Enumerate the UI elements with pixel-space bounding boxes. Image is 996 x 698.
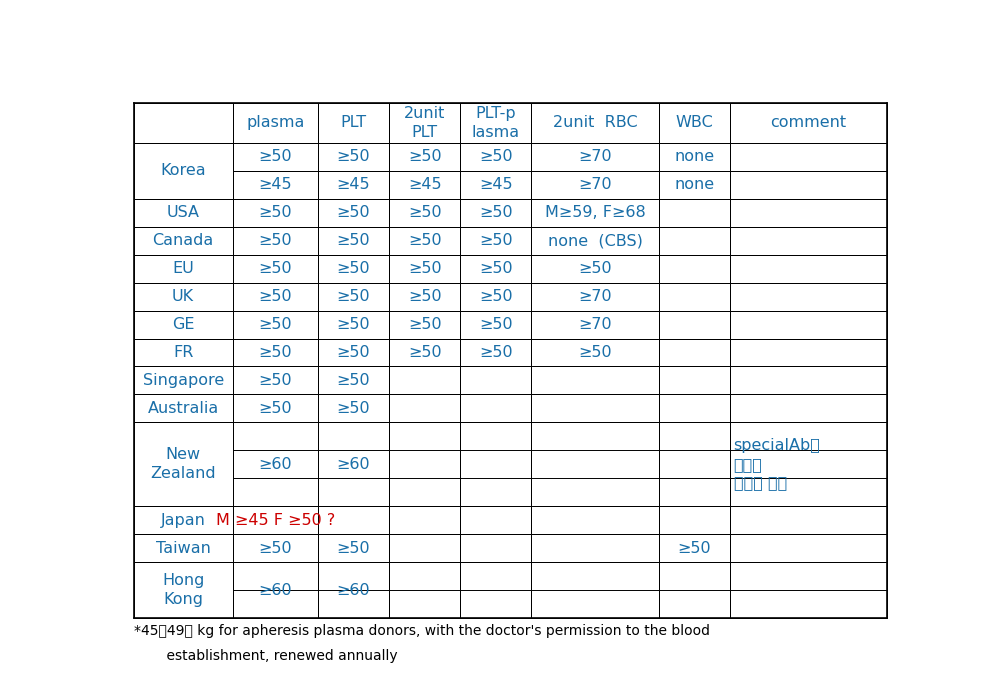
Text: ≥70: ≥70 xyxy=(579,317,612,332)
Text: ≥50: ≥50 xyxy=(407,233,441,248)
Text: M ≥45 F ≥50 ?: M ≥45 F ≥50 ? xyxy=(215,512,335,528)
Text: ≥70: ≥70 xyxy=(579,149,612,164)
Text: ≥70: ≥70 xyxy=(579,177,612,193)
Text: ≥50: ≥50 xyxy=(337,289,371,304)
Text: ≥50: ≥50 xyxy=(337,373,371,388)
Text: ≥50: ≥50 xyxy=(337,205,371,221)
Text: ≥70: ≥70 xyxy=(579,289,612,304)
Text: ≥50: ≥50 xyxy=(479,205,513,221)
Text: USA: USA xyxy=(166,205,199,221)
Text: ≥50: ≥50 xyxy=(407,149,441,164)
Text: ≥50: ≥50 xyxy=(337,317,371,332)
Text: ≥50: ≥50 xyxy=(258,261,292,276)
Text: ≥60: ≥60 xyxy=(337,456,371,472)
Text: ≥50: ≥50 xyxy=(258,289,292,304)
Text: ≥50: ≥50 xyxy=(337,261,371,276)
Text: ≥50: ≥50 xyxy=(479,289,513,304)
Text: ≥50: ≥50 xyxy=(258,233,292,248)
Text: ≥50: ≥50 xyxy=(479,345,513,360)
Text: ≥50: ≥50 xyxy=(677,541,711,556)
Text: ≥45: ≥45 xyxy=(258,177,292,193)
Text: 2unit  RBC: 2unit RBC xyxy=(553,115,637,131)
Text: none  (CBS): none (CBS) xyxy=(548,233,642,248)
Text: ≥45: ≥45 xyxy=(479,177,513,193)
Text: PLT-p
lasma: PLT-p lasma xyxy=(472,106,520,140)
Text: ≥50: ≥50 xyxy=(579,261,612,276)
Text: Australia: Australia xyxy=(147,401,219,416)
Text: ≥50: ≥50 xyxy=(407,317,441,332)
Text: WBC: WBC xyxy=(675,115,713,131)
Text: ≥50: ≥50 xyxy=(407,205,441,221)
Text: ≥50: ≥50 xyxy=(407,261,441,276)
Text: Japan: Japan xyxy=(160,512,205,528)
Text: ≥50: ≥50 xyxy=(479,317,513,332)
Text: M≥59, F≥68: M≥59, F≥68 xyxy=(545,205,645,221)
Text: ≥50: ≥50 xyxy=(258,373,292,388)
Text: 2unit
PLT: 2unit PLT xyxy=(404,106,445,140)
Text: ≥50: ≥50 xyxy=(579,345,612,360)
Text: Singapore: Singapore xyxy=(142,373,224,388)
Text: establishment, renewed annually: establishment, renewed annually xyxy=(149,648,397,662)
Text: EU: EU xyxy=(172,261,194,276)
Text: plasma: plasma xyxy=(246,115,305,131)
Text: UK: UK xyxy=(172,289,194,304)
Text: Hong
Kong: Hong Kong xyxy=(162,573,204,607)
Text: none: none xyxy=(674,177,714,193)
Text: ≥45: ≥45 xyxy=(407,177,441,193)
Text: GE: GE xyxy=(172,317,194,332)
Text: ≥50: ≥50 xyxy=(258,205,292,221)
Text: *45－49　 kg for apheresis plasma donors, with the doctor's permission to the bloo: *45－49 kg for apheresis plasma donors, w… xyxy=(133,625,710,639)
Text: ≥50: ≥50 xyxy=(258,149,292,164)
Text: New
Zealand: New Zealand xyxy=(150,447,216,481)
Text: ≥50: ≥50 xyxy=(258,541,292,556)
Text: comment: comment xyxy=(770,115,847,131)
Text: ≥50: ≥50 xyxy=(479,261,513,276)
Text: ≥50: ≥50 xyxy=(479,149,513,164)
Text: ≥50: ≥50 xyxy=(337,149,371,164)
Text: PLT: PLT xyxy=(341,115,367,131)
Text: ≥50: ≥50 xyxy=(258,401,292,416)
Text: ≥50: ≥50 xyxy=(407,345,441,360)
Text: ≥50: ≥50 xyxy=(337,541,371,556)
Text: ≥50: ≥50 xyxy=(337,401,371,416)
Text: ≥50: ≥50 xyxy=(258,345,292,360)
Text: ≥50: ≥50 xyxy=(337,233,371,248)
Text: none: none xyxy=(674,149,714,164)
Text: Canada: Canada xyxy=(152,233,214,248)
Text: ≥45: ≥45 xyxy=(337,177,371,193)
Text: ≥50: ≥50 xyxy=(337,345,371,360)
Text: ≥50: ≥50 xyxy=(258,317,292,332)
Text: ≥50: ≥50 xyxy=(479,233,513,248)
Text: ≥60: ≥60 xyxy=(258,456,292,472)
Text: ≥60: ≥60 xyxy=(337,583,371,597)
Text: Taiwan: Taiwan xyxy=(155,541,210,556)
Text: FR: FR xyxy=(173,345,193,360)
Text: ≥60: ≥60 xyxy=(258,583,292,597)
Text: Korea: Korea xyxy=(160,163,206,178)
Text: ≥50: ≥50 xyxy=(407,289,441,304)
Text: specialAb가
필요한
경우는 에외: specialAb가 필요한 경우는 에외 xyxy=(734,438,821,491)
